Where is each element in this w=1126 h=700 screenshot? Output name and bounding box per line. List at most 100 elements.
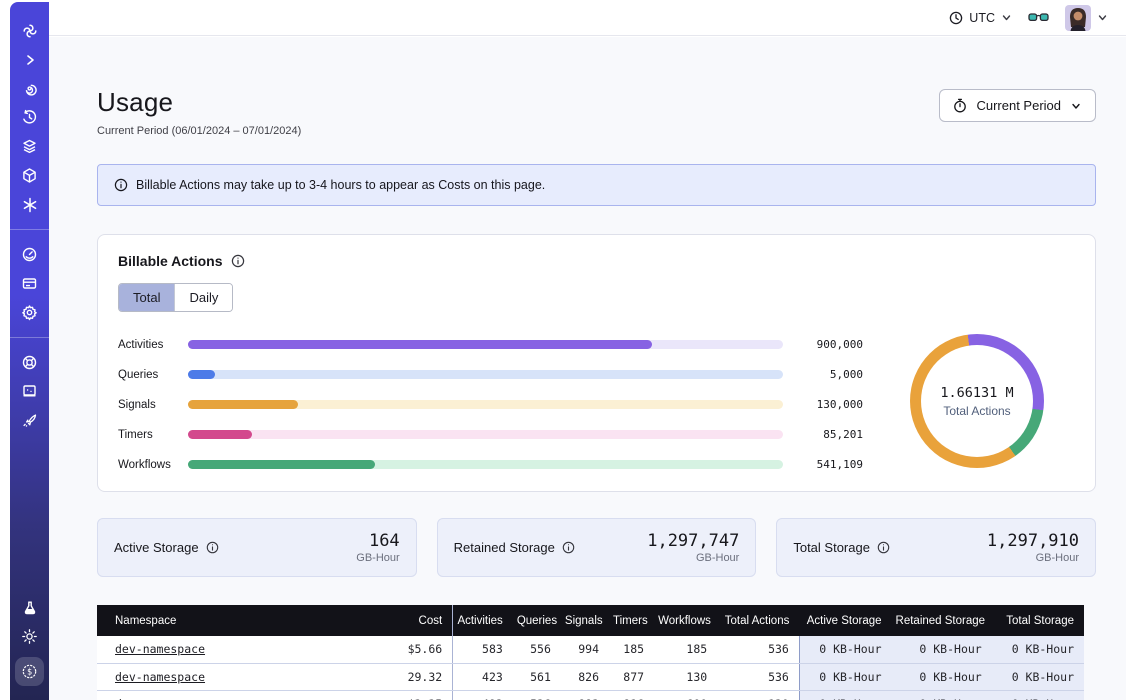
bar-track xyxy=(188,370,783,379)
chevron-down-icon xyxy=(1098,15,1107,21)
col-active-storage: Active Storage xyxy=(799,605,892,636)
cell-total-storage: 0 KB-Hour xyxy=(991,690,1084,700)
info-icon[interactable] xyxy=(562,541,575,554)
chevron-down-icon xyxy=(1002,15,1011,21)
retained-storage-card: Retained Storage 1,297,747 GB-Hour xyxy=(436,518,757,577)
user-menu[interactable] xyxy=(1065,4,1108,31)
period-dropdown-button[interactable]: Current Period xyxy=(939,89,1096,122)
billing-dollar-active-item[interactable]: $ xyxy=(15,657,44,686)
col-retained-storage: Retained Storage xyxy=(891,605,992,636)
cell-signals: 883 xyxy=(560,690,609,700)
theme-sun-icon[interactable] xyxy=(10,628,49,645)
active-storage-card: Active Storage 164 GB-Hour xyxy=(97,518,417,577)
sidebar-divider xyxy=(10,337,49,338)
layers-icon[interactable] xyxy=(10,138,49,155)
storage-summary-row: Active Storage 164 GB-Hour Retained Stor… xyxy=(97,518,1097,577)
cell-activities: 583 xyxy=(452,636,513,664)
info-icon[interactable] xyxy=(231,254,245,268)
bar-fill xyxy=(188,370,216,379)
bar-value: 541,109 xyxy=(816,458,863,471)
cell-queries: 536 xyxy=(512,690,561,700)
bar-label: Signals xyxy=(118,398,156,411)
cell-queries: 556 xyxy=(512,636,561,664)
cell-total-actions: 536 xyxy=(717,663,800,691)
bar-row-queries: Queries 5,000 xyxy=(118,368,863,381)
tab-total[interactable]: Total xyxy=(119,284,175,311)
cell-cost: $5.66 xyxy=(347,636,454,664)
cell-workflows: 185 xyxy=(654,636,718,664)
glasses-icon[interactable] xyxy=(1028,10,1049,25)
namespace-link[interactable]: dev-namespace xyxy=(115,642,206,657)
storage-card-label: Retained Storage xyxy=(453,540,555,555)
history-clock-icon[interactable] xyxy=(10,109,49,126)
settings-gear-icon[interactable] xyxy=(10,304,49,321)
billable-actions-card: Billable Actions Total Daily Activities … xyxy=(97,234,1096,492)
bar-value: 85,201 xyxy=(823,428,863,441)
cell-timers: 816 xyxy=(609,690,655,700)
labs-flask-icon[interactable] xyxy=(10,599,49,616)
cell-active-storage: 0 KB-Hour xyxy=(798,690,892,700)
total-actions-donut-chart: 1.66131 M Total Actions xyxy=(910,334,1044,468)
col-cost: Cost xyxy=(347,605,454,636)
rocket-icon[interactable] xyxy=(10,412,49,429)
storage-card-value: 164 xyxy=(368,531,400,551)
cell-queries: 561 xyxy=(512,663,561,691)
donut-total-value: 1.66131 M xyxy=(940,384,1014,401)
namespace-link[interactable]: dev-namespace xyxy=(115,697,205,700)
col-namespace: Namespace xyxy=(97,605,348,636)
asterisk-icon[interactable] xyxy=(10,196,49,213)
bar-track xyxy=(188,340,783,349)
storage-card-label: Total Storage xyxy=(793,540,870,555)
topbar: UTC xyxy=(49,0,1126,36)
temporal-logo-icon[interactable] xyxy=(10,22,49,39)
billing-card-icon[interactable] xyxy=(10,275,49,292)
info-banner: Billable Actions may take up to 3-4 hour… xyxy=(97,164,1096,206)
col-signals: Signals xyxy=(560,605,609,636)
col-activities: Activities xyxy=(452,605,513,636)
billable-actions-title: Billable Actions xyxy=(118,253,223,269)
bar-value: 130,000 xyxy=(816,398,863,411)
namespace-link[interactable]: dev-namespace xyxy=(115,669,206,684)
page-subtitle: Current Period (06/01/2024 – 07/01/2024) xyxy=(97,125,302,137)
cell-cost: 29.32 xyxy=(347,663,454,691)
terminal-kiosk-icon[interactable] xyxy=(10,383,49,400)
timezone-label: UTC xyxy=(969,10,995,25)
cell-timers: 185 xyxy=(609,636,655,664)
cell-retained-storage: 0 KB-Hour xyxy=(891,690,992,700)
cell-signals: 826 xyxy=(560,663,609,691)
bar-row-workflows: Workflows 541,109 xyxy=(118,458,863,471)
cell-active-storage: 0 KB-Hour xyxy=(798,636,892,664)
bar-track xyxy=(188,430,783,439)
cell-retained-storage: 0 KB-Hour xyxy=(891,663,992,691)
bar-value: 900,000 xyxy=(816,338,863,351)
bar-fill xyxy=(188,340,653,349)
cell-workflows: 130 xyxy=(654,663,718,691)
bar-fill xyxy=(188,430,253,439)
storage-card-value: 1,297,747 xyxy=(647,531,740,551)
storage-card-label: Active Storage xyxy=(114,540,199,555)
main-content: Usage Current Period (06/01/2024 – 07/01… xyxy=(49,37,1126,700)
usage-gauge-icon[interactable] xyxy=(10,246,49,263)
total-daily-tab-group: Total Daily xyxy=(118,283,234,312)
tab-daily[interactable]: Daily xyxy=(174,284,233,311)
col-total-actions: Total Actions xyxy=(717,605,800,636)
info-icon[interactable] xyxy=(206,541,219,554)
expand-chevron-icon[interactable] xyxy=(10,51,49,68)
namespaces-spiral-icon[interactable] xyxy=(10,80,49,97)
cell-total-actions: 536 xyxy=(717,636,800,664)
period-button-label: Current Period xyxy=(976,98,1061,113)
timezone-selector[interactable]: UTC xyxy=(949,11,1012,25)
support-lifebuoy-icon[interactable] xyxy=(10,354,49,371)
cell-total-actions: 130 xyxy=(717,690,800,700)
table-row: dev-namespace 29.32 423 561 826 877 130 … xyxy=(97,663,1084,691)
cube-icon[interactable] xyxy=(10,167,49,184)
bar-label: Workflows xyxy=(118,458,171,471)
bar-fill xyxy=(188,400,299,409)
table-row: dev-namespace $5.66 583 556 994 185 185 … xyxy=(97,636,1084,664)
col-timers: Timers xyxy=(609,605,655,636)
cell-total-storage: 0 KB-Hour xyxy=(991,636,1084,664)
billable-actions-bar-chart: Activities 900,000 Queries 5,000 Signals… xyxy=(118,334,863,471)
info-icon[interactable] xyxy=(877,541,890,554)
cell-active-storage: 0 KB-Hour xyxy=(798,663,892,691)
donut-total-label: Total Actions xyxy=(943,403,1011,418)
